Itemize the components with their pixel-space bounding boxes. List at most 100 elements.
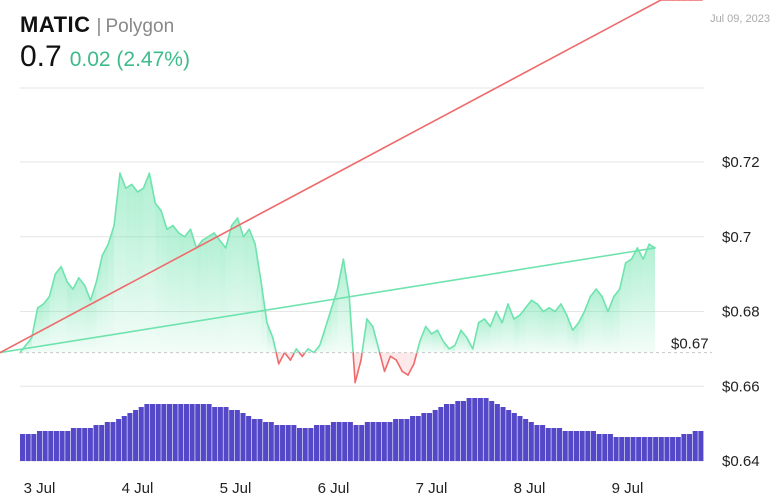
volume-bar — [183, 404, 189, 461]
price-area-up — [625, 259, 632, 353]
volume-bar — [257, 419, 263, 461]
price-line-up — [501, 303, 509, 324]
volume-bar — [166, 404, 173, 461]
price-line-up — [254, 243, 262, 283]
price-area-up — [143, 173, 150, 353]
volume-bar — [25, 434, 31, 461]
y-tick-label: $0.68 — [722, 304, 760, 321]
price-area-up — [437, 330, 444, 353]
volume-bar — [443, 404, 450, 461]
price-line-down — [352, 351, 356, 384]
price-area-up — [596, 289, 603, 353]
x-tick-label: 7 Jul — [416, 480, 448, 497]
volume-bar — [664, 437, 670, 461]
price-area-up — [325, 307, 332, 353]
volume-bar — [347, 422, 353, 461]
price-line-up — [471, 321, 480, 350]
price-line-up — [416, 340, 421, 354]
price-line-up — [130, 183, 139, 193]
price-area-up — [61, 266, 68, 353]
price-line-up — [148, 172, 157, 204]
volume-bar — [223, 407, 229, 461]
volume-bar — [82, 428, 88, 461]
price-line-up — [160, 209, 168, 231]
price-line-up — [436, 329, 445, 343]
price-area-up — [578, 311, 585, 353]
volume-bar — [404, 419, 410, 461]
volume-bar — [268, 422, 274, 461]
price-line-up — [189, 228, 198, 249]
price-line-up — [566, 314, 574, 331]
volume-bar — [692, 431, 698, 461]
price-line-up — [454, 329, 462, 346]
price-area-up — [537, 304, 544, 353]
price-line-up — [448, 344, 456, 350]
volume-bar — [161, 404, 167, 461]
price-line-up — [236, 217, 245, 238]
price-line-up — [642, 243, 650, 260]
price-line-up — [460, 329, 468, 339]
volume-bar — [517, 416, 523, 461]
x-tick-label: 6 Jul — [318, 480, 350, 497]
volume-bar — [653, 437, 659, 461]
x-tick-label: 3 Jul — [24, 480, 56, 497]
price-area-up — [590, 289, 597, 353]
price-area-up — [602, 296, 608, 353]
price-area-up — [67, 281, 73, 353]
price-line-up — [595, 288, 603, 298]
volume-bar — [573, 431, 580, 461]
volume-bar — [438, 407, 444, 461]
volume-bar — [658, 437, 664, 461]
price-line-up — [266, 321, 274, 339]
price-line-down — [407, 363, 415, 376]
price-area-up — [184, 229, 191, 353]
price-area-up — [584, 296, 591, 353]
price-line-up — [101, 243, 109, 257]
volume-bar — [687, 434, 693, 461]
price-line-up — [66, 280, 74, 290]
volume-bar — [212, 407, 218, 461]
price-area-up — [637, 247, 644, 353]
price-line-down — [413, 351, 418, 365]
volume-bar — [613, 437, 619, 461]
price-line-down — [395, 359, 403, 373]
price-line-up — [530, 299, 539, 305]
ticker-header: MATIC | Polygon 0.7 0.02 (2.47%) — [20, 12, 190, 74]
price-line-up — [524, 299, 533, 309]
volume-bar — [370, 422, 376, 461]
y-axis: $0.72 $0.7 $0.68 $0.66 $0.64 — [722, 154, 760, 470]
volume-bar — [415, 416, 421, 461]
price-area-up — [484, 318, 491, 353]
volume-bar — [619, 437, 625, 461]
title-separator: | — [96, 16, 102, 37]
price-line-up — [489, 310, 498, 328]
x-tick-label: 5 Jul — [220, 480, 252, 497]
price-line-up — [477, 318, 486, 324]
price-line-up — [589, 288, 598, 298]
price-area-up — [225, 225, 232, 353]
price-area-up — [72, 277, 79, 353]
price-area-up — [460, 330, 467, 353]
price-line-down — [389, 355, 398, 361]
volume-bar — [296, 428, 303, 461]
price-line-up — [424, 325, 433, 335]
price-line-up — [371, 325, 380, 350]
price-line-up — [219, 239, 227, 249]
price-line-up — [536, 303, 545, 313]
price-area-up — [543, 307, 550, 353]
price-line-up — [324, 306, 333, 328]
price-line-up — [630, 247, 639, 260]
price-area-up — [266, 322, 273, 353]
price-line-up — [613, 288, 621, 298]
current-price: 0.7 — [20, 40, 62, 73]
volume-bar — [59, 431, 65, 461]
volume-bar — [636, 437, 642, 461]
price-line-up — [54, 265, 62, 275]
volume-bar — [545, 428, 551, 461]
price-line-up — [177, 232, 186, 238]
volume-bar — [466, 398, 472, 461]
volume-bar — [93, 425, 99, 461]
price-line-up — [207, 232, 215, 238]
price-line-up — [624, 258, 633, 264]
volume-bar — [234, 410, 240, 461]
